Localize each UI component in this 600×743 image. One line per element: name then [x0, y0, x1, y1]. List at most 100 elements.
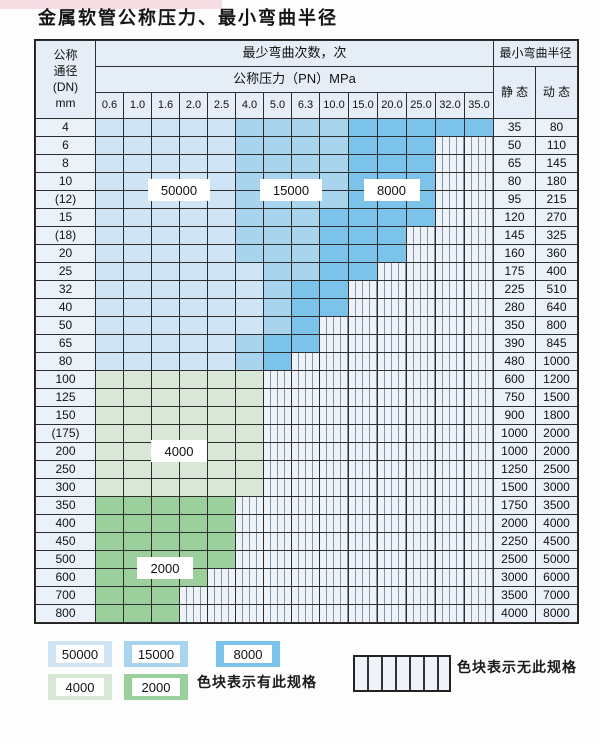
dynamic-cell: 180 — [535, 172, 578, 191]
spec-cell — [348, 550, 378, 569]
pressure-col-header: 2.5 — [207, 92, 236, 119]
spec-cell — [123, 532, 152, 551]
legend-swatch-4000: 4000 — [48, 674, 112, 700]
dynamic-cell: 360 — [535, 244, 578, 263]
spec-cell — [464, 568, 494, 587]
spec-cell — [406, 280, 436, 299]
dynamic-cell: 800 — [535, 316, 578, 335]
spec-cell — [207, 478, 236, 497]
spec-cell — [207, 568, 236, 587]
spec-cell — [179, 334, 208, 353]
spec-cell — [179, 298, 208, 317]
spec-cell — [123, 316, 152, 335]
dynamic-cell: 215 — [535, 190, 578, 209]
spec-cell — [348, 478, 378, 497]
spec-cell — [179, 136, 208, 155]
static-cell: 1500 — [493, 478, 536, 497]
spec-cell — [95, 586, 124, 605]
spec-cell — [235, 370, 264, 389]
static-cell: 1000 — [493, 442, 536, 461]
dynamic-cell: 6000 — [535, 568, 578, 587]
static-cell: 280 — [493, 298, 536, 317]
static-cell: 4000 — [493, 604, 536, 623]
spec-cell — [95, 532, 124, 551]
spec-cell — [406, 136, 436, 155]
dynamic-cell: 7000 — [535, 586, 578, 605]
spec-cell — [406, 352, 436, 371]
spec-cell — [348, 586, 378, 605]
spec-cell — [348, 406, 378, 425]
static-cell: 2500 — [493, 550, 536, 569]
spec-cell — [435, 424, 465, 443]
spec-cell — [263, 262, 292, 281]
spec-cell — [207, 262, 236, 281]
spec-cell — [319, 244, 349, 263]
spec-cell — [207, 388, 236, 407]
spec-cell — [263, 406, 292, 425]
spec-cell — [377, 334, 407, 353]
spec-cell — [464, 442, 494, 461]
static-cell: 3500 — [493, 586, 536, 605]
dn-header: 公称 通径 (DN) mm — [35, 40, 96, 119]
static-cell: 1000 — [493, 424, 536, 443]
spec-cell — [435, 388, 465, 407]
spec-cell — [435, 478, 465, 497]
spec-cell — [235, 406, 264, 425]
spec-cell — [179, 262, 208, 281]
static-cell: 1250 — [493, 460, 536, 479]
spec-cell — [179, 370, 208, 389]
spec-cell — [207, 532, 236, 551]
spec-cell — [435, 262, 465, 281]
spec-cell — [377, 532, 407, 551]
spec-cell — [319, 604, 349, 623]
spec-cell — [151, 478, 180, 497]
dn-cell: (18) — [35, 226, 96, 245]
spec-cell — [235, 316, 264, 335]
spec-cell — [95, 352, 124, 371]
spec-cell — [464, 208, 494, 227]
spec-cell — [319, 298, 349, 317]
spec-cell — [319, 514, 349, 533]
spec-cell — [319, 280, 349, 299]
spec-cell — [464, 244, 494, 263]
spec-cell — [123, 388, 152, 407]
spec-cell — [263, 604, 292, 623]
spec-cell — [291, 424, 320, 443]
spec-cell — [235, 442, 264, 461]
spec-cell — [95, 478, 124, 497]
spec-cell — [464, 334, 494, 353]
spec-cell — [151, 262, 180, 281]
spec-cell — [464, 478, 494, 497]
spec-cell — [377, 352, 407, 371]
spec-cell — [123, 424, 152, 443]
static-cell: 160 — [493, 244, 536, 263]
spec-cell — [95, 568, 124, 587]
spec-cell — [319, 478, 349, 497]
spec-cell — [179, 244, 208, 263]
spec-cell — [263, 550, 292, 569]
spec-cell — [406, 478, 436, 497]
dn-cell: 200 — [35, 442, 96, 461]
spec-cell — [377, 496, 407, 515]
spec-cell — [179, 532, 208, 551]
dynamic-cell: 845 — [535, 334, 578, 353]
dn-cell: (175) — [35, 424, 96, 443]
spec-cell — [435, 352, 465, 371]
spec-cell — [319, 190, 349, 209]
spec-cell — [435, 280, 465, 299]
spec-cell — [95, 424, 124, 443]
spec-cell — [435, 514, 465, 533]
spec-cell — [464, 388, 494, 407]
legend-has-spec-text: 色块表示有此规格 — [197, 674, 317, 690]
spec-cell — [263, 244, 292, 263]
dynamic-cell: 400 — [535, 262, 578, 281]
spec-cell — [319, 136, 349, 155]
static-cell: 900 — [493, 406, 536, 425]
spec-cell — [235, 532, 264, 551]
spec-cell — [291, 460, 320, 479]
dynamic-cell: 8000 — [535, 604, 578, 623]
spec-cell — [291, 586, 320, 605]
spec-cell — [464, 262, 494, 281]
spec-cell — [235, 460, 264, 479]
